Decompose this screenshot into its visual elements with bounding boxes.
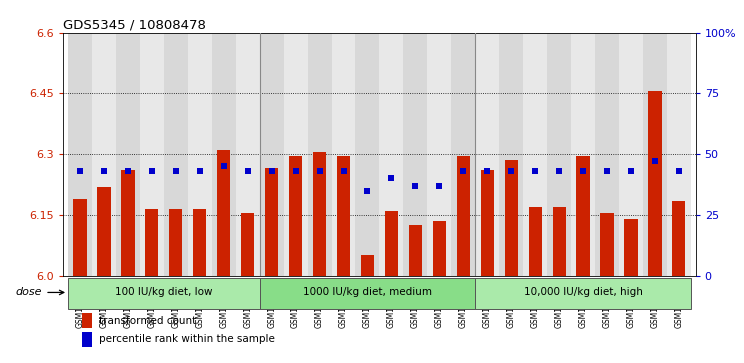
Point xyxy=(553,168,565,174)
Text: transformed count: transformed count xyxy=(99,315,196,326)
Point xyxy=(458,168,469,174)
Bar xyxy=(475,33,499,276)
Point xyxy=(362,188,373,193)
Bar xyxy=(92,33,116,276)
Point xyxy=(625,168,637,174)
Bar xyxy=(217,150,231,276)
Point xyxy=(433,183,445,189)
Bar xyxy=(547,33,571,276)
Bar xyxy=(265,168,278,276)
Bar xyxy=(433,221,446,276)
Point xyxy=(409,183,421,189)
Bar xyxy=(169,209,182,276)
Bar xyxy=(289,156,302,276)
Bar xyxy=(457,156,470,276)
Text: 100 IU/kg diet, low: 100 IU/kg diet, low xyxy=(115,287,213,297)
Bar xyxy=(212,33,236,276)
Bar xyxy=(307,33,332,276)
Bar xyxy=(83,313,92,328)
Bar xyxy=(408,225,422,276)
Bar xyxy=(74,199,86,276)
Bar xyxy=(145,209,158,276)
Point xyxy=(649,159,661,164)
Point xyxy=(170,168,182,174)
Point xyxy=(218,163,230,169)
Point xyxy=(122,168,134,174)
Bar xyxy=(97,187,111,276)
Bar xyxy=(403,33,427,276)
Point xyxy=(673,168,684,174)
Text: percentile rank within the sample: percentile rank within the sample xyxy=(99,334,275,344)
Bar xyxy=(619,33,643,276)
Bar xyxy=(624,219,638,276)
Bar xyxy=(236,33,260,276)
Bar xyxy=(643,33,667,276)
Bar xyxy=(241,213,254,276)
Bar xyxy=(475,278,691,309)
Text: GDS5345 / 10808478: GDS5345 / 10808478 xyxy=(62,19,205,32)
Bar xyxy=(667,33,691,276)
Point xyxy=(338,168,350,174)
Bar xyxy=(523,33,547,276)
Point xyxy=(242,168,254,174)
Bar xyxy=(116,33,140,276)
Point xyxy=(577,168,589,174)
Bar xyxy=(648,91,661,276)
Bar xyxy=(504,160,518,276)
Point xyxy=(98,168,110,174)
Bar xyxy=(187,33,212,276)
Point xyxy=(289,168,301,174)
Point xyxy=(529,168,541,174)
Bar xyxy=(313,152,326,276)
Bar xyxy=(379,33,403,276)
Text: 1000 IU/kg diet, medium: 1000 IU/kg diet, medium xyxy=(303,287,432,297)
Point xyxy=(481,168,493,174)
Bar xyxy=(595,33,619,276)
Bar xyxy=(499,33,523,276)
Bar xyxy=(260,33,283,276)
Point xyxy=(194,168,206,174)
Bar xyxy=(571,33,595,276)
Bar xyxy=(452,33,475,276)
Bar xyxy=(673,201,685,276)
Bar xyxy=(68,278,260,309)
Bar xyxy=(260,278,475,309)
Bar xyxy=(193,209,206,276)
Bar xyxy=(577,156,590,276)
Bar xyxy=(164,33,187,276)
Bar xyxy=(427,33,452,276)
Bar xyxy=(140,33,164,276)
Bar xyxy=(600,213,614,276)
Point xyxy=(385,176,397,182)
Bar xyxy=(361,255,374,276)
Point xyxy=(266,168,278,174)
Point xyxy=(146,168,158,174)
Point xyxy=(601,168,613,174)
Text: dose: dose xyxy=(16,287,64,297)
Bar xyxy=(385,211,398,276)
Point xyxy=(314,168,326,174)
Bar xyxy=(83,332,92,347)
Text: 10,000 IU/kg diet, high: 10,000 IU/kg diet, high xyxy=(524,287,643,297)
Point xyxy=(505,168,517,174)
Bar xyxy=(121,170,135,276)
Point xyxy=(74,168,86,174)
Bar xyxy=(332,33,356,276)
Bar xyxy=(68,33,92,276)
Bar xyxy=(481,170,494,276)
Bar xyxy=(337,156,350,276)
Bar xyxy=(553,207,565,276)
Bar xyxy=(528,207,542,276)
Bar xyxy=(356,33,379,276)
Bar xyxy=(283,33,307,276)
